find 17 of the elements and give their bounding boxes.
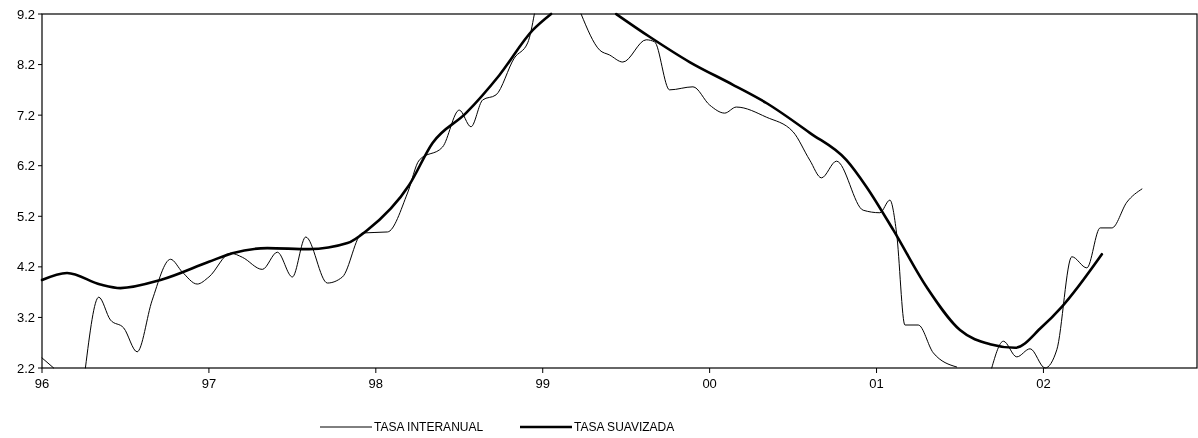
x-tick-label: 00 [702, 376, 717, 391]
x-tick-label: 02 [1036, 376, 1051, 391]
y-tick-label: 5.2 [16, 208, 35, 224]
y-tick-label: 9.2 [16, 6, 35, 22]
x-tick-label: 96 [34, 376, 50, 391]
x-tick-label: 98 [368, 376, 384, 391]
y-tick-label: 8.2 [16, 57, 35, 73]
x-tick-label: 01 [869, 376, 884, 391]
y-tick-label: 7.2 [16, 107, 35, 123]
x-tick-label: 99 [535, 376, 550, 391]
y-tick-label: 3.2 [16, 309, 35, 325]
y-tick-label: 6.2 [16, 158, 35, 174]
x-tick-label: 97 [201, 376, 217, 391]
y-tick-label: 2.2 [16, 360, 35, 376]
legend-label: TASA INTERANUAL [374, 420, 484, 434]
legend-label: TASA SUAVIZADA [574, 420, 675, 434]
y-tick-label: 4.2 [16, 259, 35, 275]
